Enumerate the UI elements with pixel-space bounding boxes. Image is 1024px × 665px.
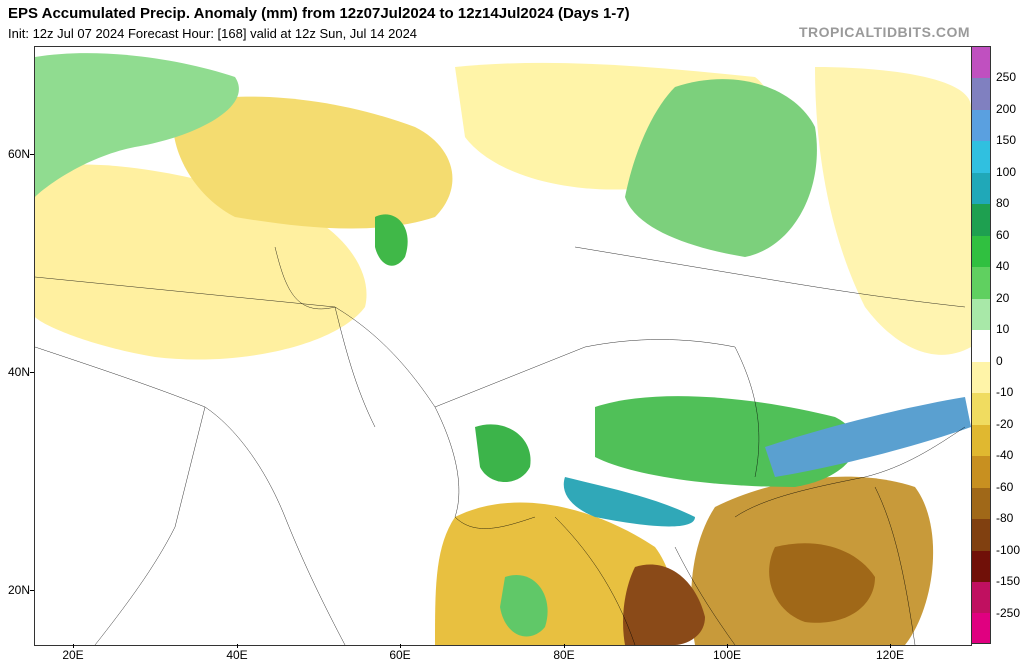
lon-tick-100 <box>727 644 728 648</box>
colorbar-segment <box>972 581 990 614</box>
lat-label-60n: 60N <box>7 147 30 161</box>
colorbar-segment <box>972 235 990 268</box>
lon-tick-20 <box>73 644 74 648</box>
colorbar-segment <box>972 330 990 362</box>
colorbar-segment <box>972 172 990 205</box>
colorbar-label: 10 <box>996 322 1010 337</box>
colorbar-label: 80 <box>996 196 1010 211</box>
colorbar-segment <box>972 393 990 425</box>
colorbar-label: -80 <box>996 511 1014 526</box>
colorbar-segment <box>972 267 990 299</box>
lon-tick-40 <box>237 644 238 648</box>
wet-region-pakistan <box>475 424 531 482</box>
colorbar-label: 40 <box>996 259 1010 274</box>
lon-label-40e: 40E <box>226 648 248 662</box>
colorbar-label: -100 <box>996 542 1021 557</box>
map-subtitle: Init: 12z Jul 07 2024 Forecast Hour: [16… <box>8 26 418 41</box>
lat-tick-60 <box>30 154 34 155</box>
wet-region-siberia <box>625 79 817 257</box>
lon-label-80e: 80E <box>553 648 575 662</box>
dry-region-india <box>435 502 674 645</box>
lat-tick-20 <box>30 590 34 591</box>
colorbar-label: 150 <box>996 133 1017 148</box>
very-dry-myanmar <box>623 564 705 645</box>
colorbar-segment <box>972 361 990 394</box>
colorbar-label: 60 <box>996 227 1010 242</box>
colorbar-segment <box>972 424 990 457</box>
precip-anomaly-map[interactable] <box>34 46 972 646</box>
colorbar-segment <box>972 141 990 173</box>
colorbar-label: -150 <box>996 574 1021 589</box>
wet-region-kazakh <box>375 214 408 266</box>
lon-label-100e: 100E <box>712 648 742 662</box>
colorbar-label: -10 <box>996 385 1014 400</box>
colorbar-segment <box>972 109 990 142</box>
wet-region-scandinavia <box>35 53 239 197</box>
wet-region-nepal <box>563 477 695 527</box>
wet-region-arabian-sea <box>500 575 548 637</box>
colorbar-label: -250 <box>996 605 1021 620</box>
lon-tick-80 <box>564 644 565 648</box>
colorbar-segment <box>972 550 990 582</box>
coastline-borders <box>35 246 966 645</box>
colorbar-segment <box>972 78 990 110</box>
colorbar <box>971 46 991 644</box>
lon-label-120e: 120E <box>875 648 905 662</box>
site-credit[interactable]: TROPICALTIDBITS.COM <box>798 24 970 40</box>
colorbar-segment <box>972 613 990 643</box>
lon-label-60e: 60E <box>389 648 411 662</box>
lon-tick-60 <box>400 644 401 648</box>
colorbar-label: 100 <box>996 164 1017 179</box>
colorbar-segment <box>972 487 990 520</box>
colorbar-label: 200 <box>996 101 1017 116</box>
lat-label-20n: 20N <box>7 583 30 597</box>
lon-tick-120 <box>890 644 891 648</box>
colorbar-label: 0 <box>996 353 1003 368</box>
map-canvas <box>35 47 971 645</box>
wet-region-yangtze <box>765 397 971 477</box>
colorbar-label: -40 <box>996 448 1014 463</box>
colorbar-label: -20 <box>996 416 1014 431</box>
colorbar-segment <box>972 47 990 79</box>
colorbar-segment <box>972 298 990 331</box>
colorbar-segment <box>972 456 990 488</box>
lon-label-20e: 20E <box>62 648 84 662</box>
very-dry-south-china <box>769 543 875 623</box>
map-title: EPS Accumulated Precip. Anomaly (mm) fro… <box>8 5 630 22</box>
lat-label-40n: 40N <box>7 365 30 379</box>
dry-region-east <box>815 67 971 355</box>
dry-region-russia <box>173 96 453 229</box>
colorbar-segment <box>972 519 990 551</box>
colorbar-label: 20 <box>996 290 1010 305</box>
lat-tick-40 <box>30 372 34 373</box>
colorbar-label: 250 <box>996 70 1017 85</box>
colorbar-segment <box>972 204 990 236</box>
colorbar-label: -60 <box>996 479 1014 494</box>
